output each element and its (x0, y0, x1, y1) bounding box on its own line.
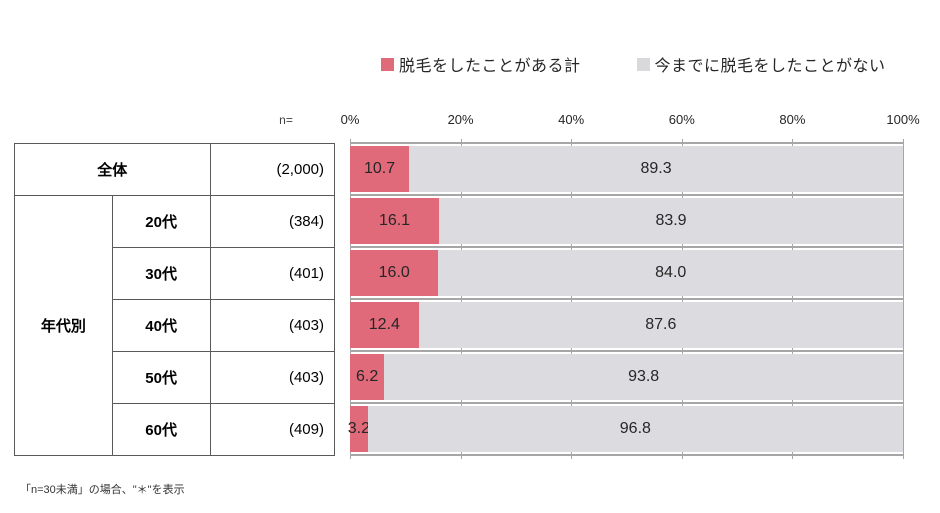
table-row-total: 全体 (2,000) (14, 143, 336, 196)
age-label-cell: 30代 (111, 247, 211, 300)
table-row-age: 40代 (403) (15, 299, 336, 352)
bar-value-label: 83.9 (655, 212, 687, 229)
n-header-label: n= (279, 113, 293, 127)
vertical-gridline (903, 139, 904, 459)
legend: 脱毛をしたことがある計 今までに脱毛をしたことがない (381, 52, 886, 76)
bar-segment-has-experience: 3.2 (347, 406, 370, 452)
age-label-cell: 50代 (111, 351, 211, 404)
axis-tick-label: 80% (779, 112, 806, 127)
bar-segment-has-experience: 16.0 (350, 250, 439, 296)
legend-label: 脱毛をしたことがある計 (399, 58, 581, 75)
category-boundary-line (350, 402, 903, 404)
table-row-age: 60代 (409) (15, 403, 336, 456)
legend-item-no-experience: 今までに脱毛をしたことがない (636, 52, 886, 76)
axis-tick-label: 100% (886, 112, 920, 127)
summary-table: 全体 (2,000) 年代別 20代 (384) 30代 (401) 40代 (403) 50代(… (14, 143, 336, 456)
bar-segment-no-experience: 89.3 (409, 146, 903, 192)
bar-value-label: 10.7 (364, 160, 396, 177)
bar-segment-no-experience: 84.0 (438, 250, 903, 296)
total-label-cell: 全体 (14, 143, 211, 196)
bar-row: 10.7 89.3 (350, 146, 903, 192)
category-boundary-line (350, 142, 903, 144)
bar-row: 6.2 93.8 (350, 354, 903, 400)
bar-segment-has-experience: 12.4 (350, 302, 419, 348)
bar-segment-no-experience: 96.8 (367, 406, 903, 452)
axis-tick-label: 60% (668, 112, 695, 127)
table-row-age: 50代 (403) (15, 351, 336, 404)
bar-value-label: 12.4 (368, 316, 400, 333)
category-boundary-line (350, 194, 903, 196)
category-boundary-line (350, 350, 903, 352)
bar-segment-no-experience: 87.6 (418, 302, 903, 348)
bar-value-label: 93.8 (628, 368, 660, 385)
bar-value-label: 89.3 (640, 160, 672, 177)
table-row-age: 年代別 20代 (384) (14, 195, 336, 456)
axis-tick-label: 0% (340, 112, 360, 127)
n-value-cell: (2,000) (209, 143, 336, 196)
bar-value-label: 3.2 (347, 420, 370, 437)
bar-row: 16.0 84.0 (350, 250, 903, 296)
category-boundary-line (350, 246, 903, 248)
plot-area: 10.7 89.3 16.1 83.9 16.0 84.0 12.4 87.6 6.2 93.8 3… (347, 139, 904, 459)
n-value-cell: (409) (209, 403, 336, 456)
category-boundary-line (350, 454, 903, 456)
n-value-cell: (384) (209, 195, 336, 248)
bar-segment-has-experience: 6.2 (350, 354, 385, 400)
axis-tick-label: 20% (447, 112, 474, 127)
n-value-cell: (403) (209, 351, 336, 404)
n-value-cell: (403) (209, 299, 336, 352)
legend-swatch-icon (636, 57, 650, 71)
bar-segment-no-experience: 83.9 (439, 198, 903, 244)
bar-value-label: 16.0 (378, 264, 410, 281)
bar-segment-no-experience: 93.8 (384, 354, 903, 400)
bar-segment-has-experience: 16.1 (350, 198, 440, 244)
category-boundary-line (350, 298, 903, 300)
age-label-cell: 60代 (111, 403, 211, 456)
table-row-age: 30代 (401) (15, 247, 336, 300)
group-label-cell: 年代別 (14, 195, 113, 456)
bar-segment-has-experience: 10.7 (350, 146, 410, 192)
bar-value-label: 6.2 (356, 368, 379, 385)
axis-tick-label: 40% (558, 112, 585, 127)
age-label-cell: 20代 (111, 195, 211, 248)
footer-note: 「n=30未満」の場合、"＊"を表示 (20, 484, 185, 496)
bar-value-label: 96.8 (619, 420, 651, 437)
x-axis-tick-labels: 0% 20% 40% 60% 80% 100% (341, 112, 920, 128)
bar-value-label: 16.1 (378, 212, 411, 229)
n-value-cell: (401) (209, 247, 336, 300)
bar-row: 12.4 87.6 (350, 302, 903, 348)
bar-value-label: 84.0 (655, 264, 687, 281)
bar-value-label: 87.6 (645, 316, 677, 333)
legend-swatch-icon (381, 57, 394, 71)
bar-row: 3.2 96.8 (347, 406, 903, 452)
age-label-cell: 40代 (111, 299, 211, 352)
legend-label: 今までに脱毛をしたことがない (654, 58, 886, 75)
bar-row: 16.1 83.9 (350, 198, 903, 244)
legend-item-has-experience: 脱毛をしたことがある計 (381, 52, 581, 76)
